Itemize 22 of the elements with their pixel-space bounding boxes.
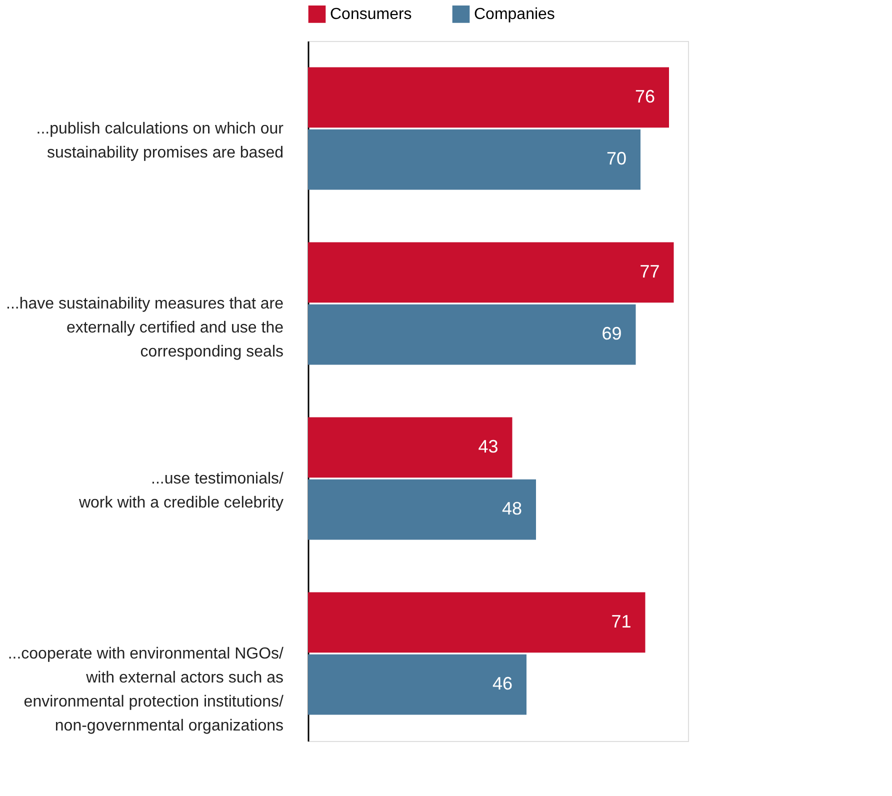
bar xyxy=(308,592,646,653)
data-label: 48 xyxy=(502,498,522,519)
data-label: 43 xyxy=(478,436,498,456)
data-label: 69 xyxy=(602,324,622,344)
data-label: 71 xyxy=(611,611,632,632)
bar xyxy=(308,479,536,540)
data-label: 46 xyxy=(492,674,512,694)
bar xyxy=(308,304,636,365)
legend-label: Consumers xyxy=(330,6,412,24)
bar xyxy=(308,67,669,128)
bar xyxy=(308,654,526,715)
y-tick-label: ...cooperate with environmental NGOs/ with external actors such as environmental protection institutions/ non-governmental organizations xyxy=(8,646,284,734)
bar xyxy=(308,129,640,190)
data-label: 76 xyxy=(634,86,655,106)
data-label: 70 xyxy=(606,148,626,169)
y-tick-label: ...use testimonials/ work with a credible celebrity xyxy=(78,470,284,512)
legend-label: Companies xyxy=(474,6,555,24)
bar xyxy=(308,417,512,478)
data-label: 77 xyxy=(640,261,660,282)
y-tick-label: ...publish calculations on which our sustainability promises are based xyxy=(36,120,284,162)
y-tick-label: ...have sustainability measures that are externally certified and use the corresponding seals xyxy=(6,296,284,360)
bar xyxy=(308,242,674,303)
